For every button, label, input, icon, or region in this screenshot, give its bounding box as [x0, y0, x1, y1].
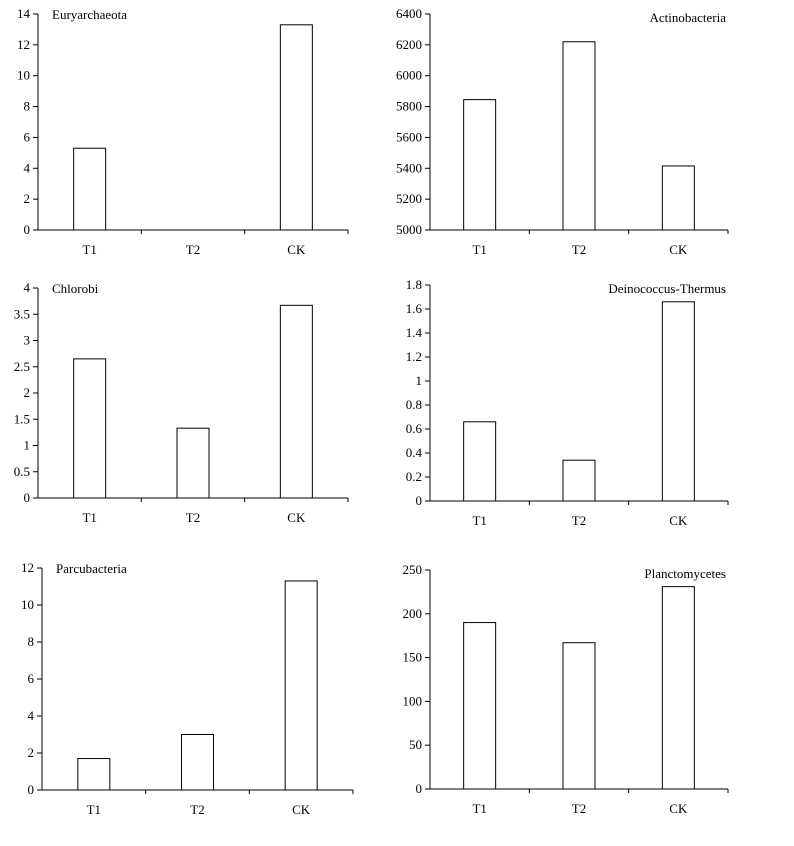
x-tick-label: T1 [472, 242, 486, 257]
x-tick-label: CK [287, 510, 306, 525]
panel-title: Deinococcus-Thermus [608, 281, 726, 296]
bar-t1 [463, 622, 497, 790]
y-tick-label: 1.2 [406, 349, 422, 364]
bar-ck [661, 586, 695, 790]
y-tick-label: 0 [24, 222, 31, 237]
y-tick-label: 0.2 [406, 469, 422, 484]
x-tick-label: CK [669, 242, 688, 257]
y-tick-label: 10 [17, 68, 30, 83]
bar-t1 [73, 358, 107, 499]
bar-t2 [562, 642, 596, 790]
x-tick-label: T2 [572, 242, 586, 257]
y-tick-label: 12 [17, 37, 30, 52]
y-tick-label: 4 [24, 280, 31, 295]
bar-ck [661, 301, 695, 502]
y-tick-label: 6 [28, 671, 35, 686]
y-tick-label: 2 [24, 385, 31, 400]
bar-t1 [73, 147, 107, 231]
chart-panel-5: 0 2 4 6 8 10 12 T1 T2 CK Parcubacteria [21, 560, 354, 817]
y-tick-label: 200 [403, 606, 423, 621]
y-tick-label: 8 [24, 99, 31, 114]
y-tick-label: 1.5 [14, 411, 30, 426]
y-tick-label: 4 [24, 160, 31, 175]
x-tick-label: T1 [82, 510, 96, 525]
y-tick-label: 14 [17, 6, 31, 21]
bar-ck [661, 165, 695, 231]
y-tick-label: 5400 [396, 160, 422, 175]
y-tick-label: 1 [24, 438, 31, 453]
panel-title: Parcubacteria [56, 561, 127, 576]
y-tick-label: 0.4 [406, 445, 423, 460]
y-tick-label: 2.5 [14, 359, 30, 374]
y-tick-label: 5200 [396, 191, 422, 206]
y-tick-label: 3.5 [14, 306, 30, 321]
y-tick-label: 6 [24, 129, 31, 144]
x-tick-label: T2 [186, 510, 200, 525]
x-tick-label: T1 [472, 801, 486, 816]
y-tick-label: 0 [24, 490, 31, 505]
y-tick-label: 2 [24, 191, 31, 206]
y-tick-label: 50 [409, 737, 422, 752]
bar-ck [279, 304, 313, 499]
panel-title: Euryarchaeota [52, 7, 127, 22]
y-tick-label: 1 [416, 373, 423, 388]
y-tick-label: 0 [416, 493, 423, 508]
y-tick-label: 3 [24, 333, 31, 348]
y-tick-label: 1.8 [406, 277, 422, 292]
y-tick-label: 2 [28, 745, 35, 760]
y-tick-label: 150 [403, 650, 423, 665]
x-tick-label: T2 [572, 513, 586, 528]
y-tick-label: 6200 [396, 37, 422, 52]
x-tick-label: T1 [87, 802, 101, 817]
x-tick-label: T2 [186, 242, 200, 257]
x-tick-label: T1 [82, 242, 96, 257]
y-tick-label: 250 [403, 562, 423, 577]
y-tick-label: 6400 [396, 6, 422, 21]
x-tick-label: T1 [472, 513, 486, 528]
panel-title: Actinobacteria [649, 10, 726, 25]
y-tick-label: 5800 [396, 99, 422, 114]
y-tick-label: 6000 [396, 68, 422, 83]
bar-t2 [562, 41, 596, 231]
y-tick-label: 12 [21, 560, 34, 575]
bar-t1 [463, 421, 497, 502]
bar-ck [284, 580, 318, 791]
x-tick-label: CK [669, 513, 688, 528]
panel-title: Chlorobi [52, 281, 99, 296]
x-tick-label: CK [292, 802, 311, 817]
panel-title: Planctomycetes [644, 566, 726, 581]
y-tick-label: 0 [416, 781, 423, 796]
bar-t1 [463, 99, 497, 231]
y-tick-label: 8 [28, 634, 35, 649]
y-tick-label: 0 [28, 782, 35, 797]
y-tick-label: 1.4 [406, 325, 423, 340]
chart-panel-3: 0 0.5 1 1.5 2 2.5 3 3.5 4 T1 T2 CK Chlorobi [14, 280, 349, 525]
bar-t2 [562, 459, 596, 502]
x-tick-label: T2 [572, 801, 586, 816]
x-tick-label: CK [287, 242, 306, 257]
y-tick-label: 1.6 [406, 301, 423, 316]
x-tick-label: T2 [190, 802, 204, 817]
y-tick-label: 0.8 [406, 397, 422, 412]
chart-panel-4: 0 0.2 0.4 0.6 0.8 1 1.2 1.4 1.6 1.8 T1 T2 CK Deinococ… [406, 277, 729, 528]
bar-t1 [77, 758, 111, 791]
bar-ck [279, 24, 313, 231]
y-tick-label: 100 [403, 693, 423, 708]
y-tick-label: 4 [28, 708, 35, 723]
y-tick-label: 5600 [396, 129, 422, 144]
bar-t2 [181, 734, 214, 791]
bar-t2 [176, 427, 210, 499]
y-tick-label: 5000 [396, 222, 422, 237]
chart-panel-1: 0 2 4 6 8 10 12 14 T1 T2 CK Euryarchaeota [17, 6, 349, 257]
y-tick-label: 0.5 [14, 464, 30, 479]
chart-panel-2: 5000 5200 5400 5600 5800 6000 6200 6400 T1 T2 CK Ac… [396, 6, 729, 257]
x-tick-label: CK [669, 801, 688, 816]
y-tick-label: 0.6 [406, 421, 423, 436]
chart-panel-6: 0 50 100 150 200 250 T1 T2 CK Planctomycetes [403, 562, 729, 816]
y-tick-label: 10 [21, 597, 34, 612]
